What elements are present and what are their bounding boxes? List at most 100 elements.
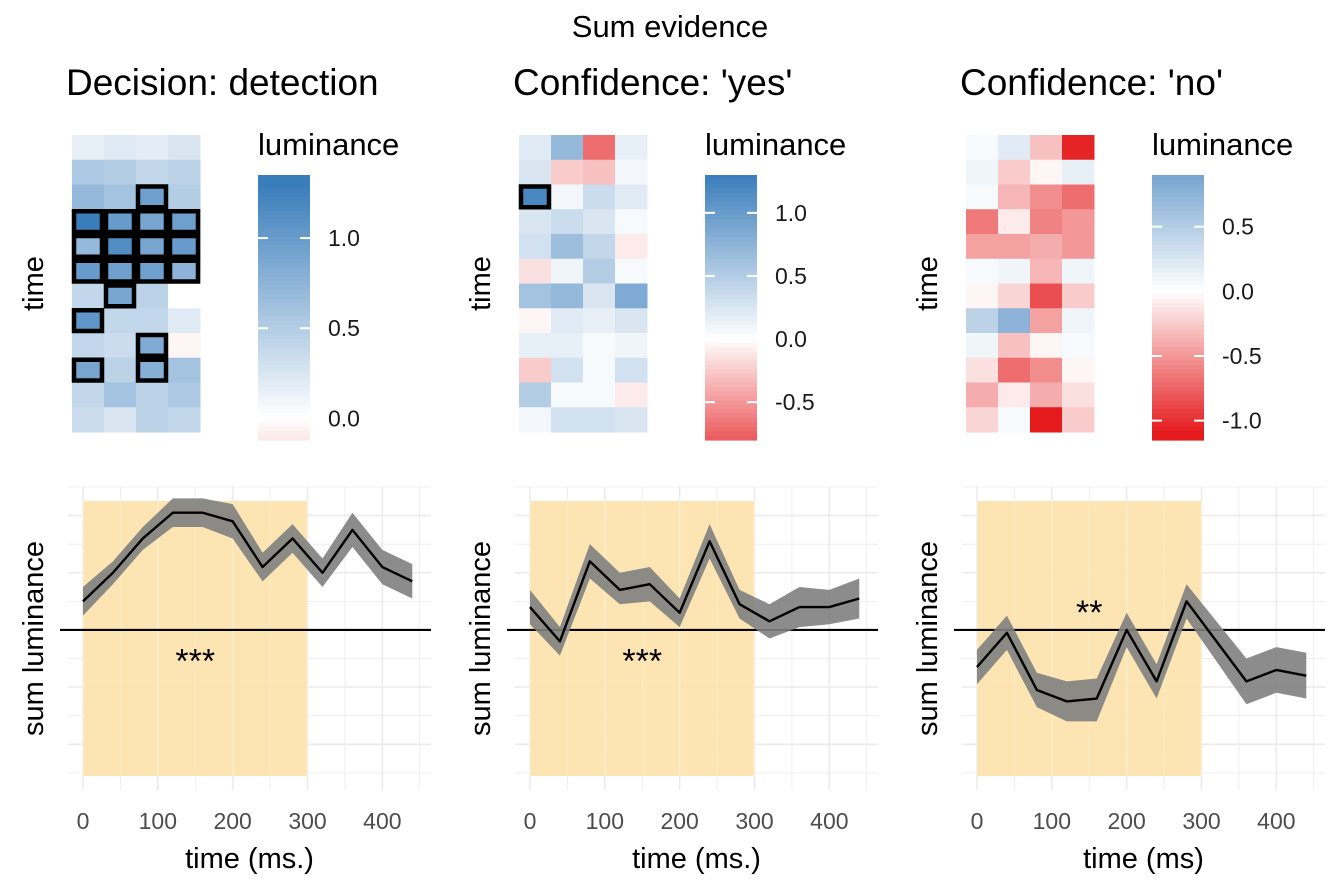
legend-title: luminance [258, 127, 399, 162]
heatmap-cell [1030, 159, 1063, 185]
legend-gradient-strip [705, 404, 757, 410]
legend-gradient-strip [705, 426, 757, 432]
legend-gradient-strip [258, 232, 310, 238]
heatmap-cell [998, 209, 1031, 235]
heatmap-ylabel: time [18, 256, 50, 311]
x-tick-label: 100 [1033, 808, 1071, 834]
legend-gradient-strip [1152, 325, 1204, 331]
legend-gradient-strip [1152, 387, 1204, 393]
legend-gradient-strip [1152, 391, 1204, 397]
outlined-cell [103, 209, 137, 235]
heatmap [966, 135, 1095, 433]
heatmap-cell [1030, 407, 1063, 433]
legend-gradient-strip [1152, 219, 1204, 225]
heatmap-cell [1030, 184, 1063, 210]
heatmap-cell [1030, 283, 1063, 309]
heatmap-cell [966, 308, 999, 334]
heatmap-cell [583, 407, 616, 433]
legend-gradient-strip [258, 210, 310, 216]
legend-gradient-strip [705, 360, 757, 366]
heatmap-cell [168, 308, 201, 334]
heatmap-cell [1062, 184, 1095, 210]
heatmap-cell [136, 283, 169, 309]
heatmap-cell [998, 159, 1031, 185]
legend-gradient-strip [258, 373, 310, 379]
legend-gradient-strip [1152, 179, 1204, 185]
legend-tick-label: 0.5 [1222, 214, 1254, 240]
heatmap-cell [1062, 382, 1095, 408]
heatmap-cell [1030, 258, 1063, 284]
heatmap-cell [583, 382, 616, 408]
heatmap-cell [551, 159, 584, 185]
heatmap-cell [72, 184, 105, 210]
legend-gradient-strip [705, 285, 757, 291]
legend-gradient-strip [1152, 422, 1204, 428]
legend-gradient-strip [258, 267, 310, 273]
legend-gradient-strip [705, 329, 757, 335]
heatmap-cell [72, 159, 105, 185]
legend-gradient-strip [1152, 373, 1204, 379]
legend-gradient-strip [258, 263, 310, 269]
legend-gradient-strip [258, 197, 310, 203]
heatmap-cell [72, 333, 105, 359]
x-tick-label: 200 [213, 808, 251, 834]
legend-gradient-strip [705, 316, 757, 322]
legend-gradient-strip [705, 347, 757, 353]
heatmap-cell [104, 357, 137, 383]
legend-tick-label: -1.0 [1222, 408, 1262, 434]
panel-title: Confidence: 'yes' [513, 62, 792, 103]
panel-1: Decision: detection time luminance 1.0 0.5 0.… [18, 62, 431, 875]
legend-gradient-strip [258, 338, 310, 344]
legend-gradient-strip [1152, 289, 1204, 295]
panel-title: Confidence: 'no' [960, 62, 1223, 103]
legend-gradient-strip [1152, 183, 1204, 189]
legend-gradient-strip [705, 263, 757, 269]
heatmap-cell [136, 308, 169, 334]
legend-gradient-strip [258, 431, 310, 437]
outlined-cell [71, 209, 105, 235]
heatmap-cell [998, 333, 1031, 359]
legend-tick-label: 1.0 [775, 200, 807, 226]
legend-gradient-strip [258, 289, 310, 295]
legend-title: luminance [1152, 127, 1293, 162]
legend-gradient-strip [705, 364, 757, 370]
legend-gradient-strip [258, 183, 310, 189]
heatmap-cell [168, 407, 201, 433]
legend-gradient-strip [705, 417, 757, 423]
legend-gradient-strip [705, 236, 757, 242]
heatmap-cell [966, 184, 999, 210]
heatmap-cell [966, 209, 999, 235]
legend-gradient-strip [705, 210, 757, 216]
legend-gradient-strip [258, 417, 310, 423]
legend-gradient-strip [258, 276, 310, 282]
heatmap-cell [998, 258, 1031, 284]
heatmap-cell [168, 135, 201, 161]
heatmap-cell [1062, 135, 1095, 161]
series-line [529, 540, 860, 643]
legend-gradient-strip [1152, 338, 1204, 344]
heatmap-cell [104, 333, 137, 359]
legend-gradient-strip [258, 422, 310, 428]
legend-gradient-strip [705, 228, 757, 234]
heatmap-cell [615, 135, 648, 161]
legend-gradient-strip [258, 364, 310, 370]
legend-gradient-strip [705, 351, 757, 357]
heatmap-cell [72, 283, 105, 309]
legend-gradient-strip [705, 245, 757, 251]
legend-gradient-strip [705, 387, 757, 393]
x-tick-label: 0 [77, 808, 90, 834]
panel-2: Confidence: 'yes' time luminance 1.0 0.5 0.0 -… [465, 62, 878, 875]
legend-gradient-strip [1152, 342, 1204, 348]
panel-title: Decision: detection [66, 62, 379, 103]
legend-gradient-strip [705, 241, 757, 247]
legend-gradient-strip [258, 391, 310, 397]
heatmap-cell [1030, 308, 1063, 334]
heatmap-cell [966, 357, 999, 383]
heatmap-cell [998, 234, 1031, 260]
heatmap-cell [583, 357, 616, 383]
legend-gradient-strip [705, 334, 757, 340]
legend-gradient-strip [705, 232, 757, 238]
heatmap-cell [583, 234, 616, 260]
heatmap-cell [966, 159, 999, 185]
legend-gradient-strip [258, 285, 310, 291]
